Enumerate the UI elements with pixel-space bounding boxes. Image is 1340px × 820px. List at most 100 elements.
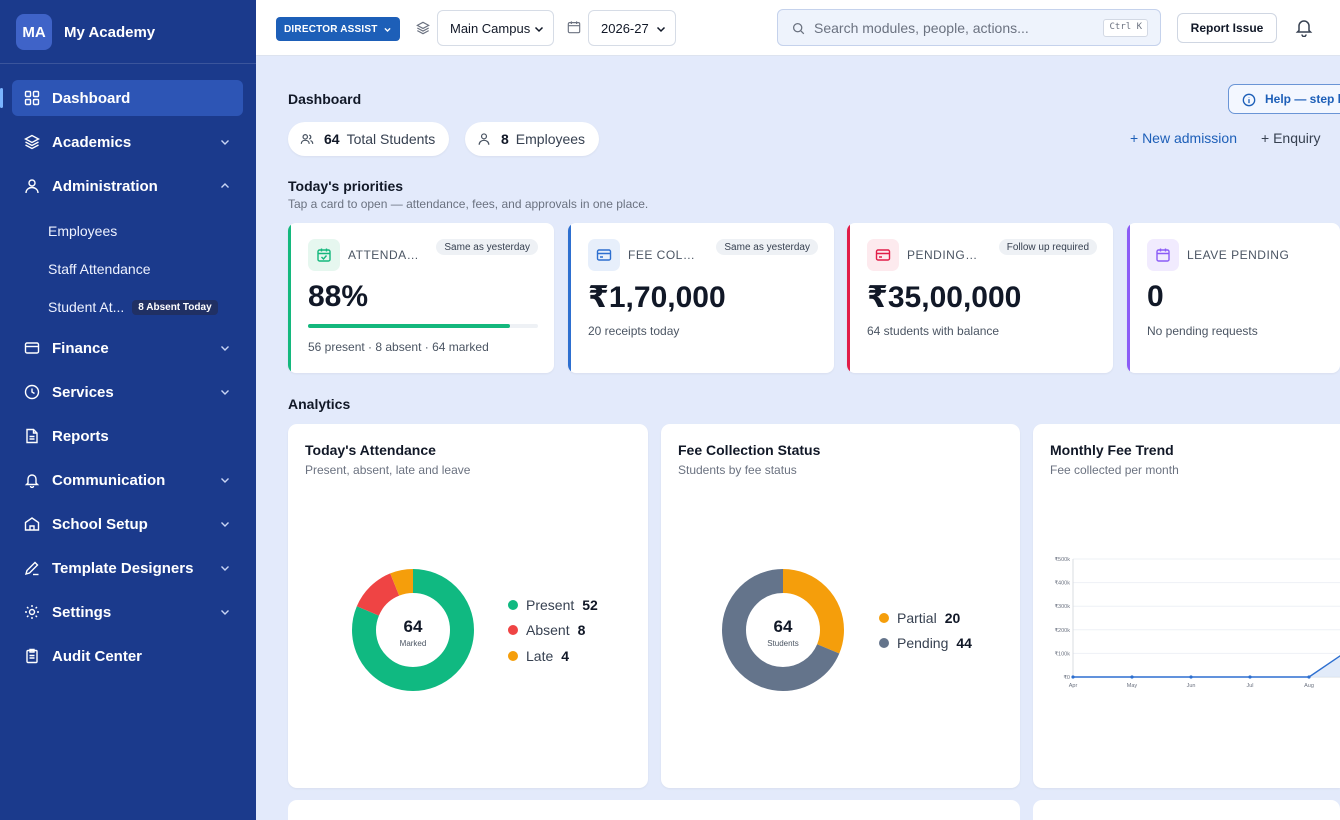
trend-point[interactable] bbox=[1189, 675, 1193, 679]
sidebar-item-settings[interactable]: Settings bbox=[12, 594, 243, 630]
legend-dot bbox=[879, 638, 889, 649]
sidebar-item-dashboard[interactable]: Dashboard bbox=[0, 80, 243, 116]
stat-label: Employees bbox=[515, 131, 586, 147]
layers-icon bbox=[416, 21, 430, 35]
sidebar-item-label: Services bbox=[52, 383, 114, 401]
fee-status-chart-card: Fee Collection Status Students by fee st… bbox=[661, 424, 1020, 788]
y-tick-label: ₹200k bbox=[1055, 627, 1071, 634]
sidebar-item-reports[interactable]: Reports bbox=[12, 418, 243, 454]
bell-icon[interactable] bbox=[1294, 17, 1314, 37]
page-title: Dashboard bbox=[288, 91, 362, 107]
x-tick-label: May bbox=[1127, 683, 1138, 689]
legend-dot bbox=[879, 612, 889, 623]
credit-card-icon bbox=[24, 340, 40, 356]
search-input[interactable]: Search modules, people, actions... Ctrl … bbox=[777, 9, 1161, 46]
legend-dot bbox=[508, 599, 518, 610]
sidebar-subitem-label: Student At... bbox=[48, 299, 125, 315]
help-button[interactable]: Help — step b bbox=[1228, 84, 1340, 114]
legend-item-late[interactable]: Late 4 bbox=[508, 643, 598, 669]
campus-select[interactable]: Main Campus bbox=[437, 10, 554, 46]
legend-label: Present bbox=[526, 596, 575, 613]
school-icon bbox=[24, 516, 40, 532]
sidebar-nav: Dashboard Academics Administration Emplo… bbox=[0, 80, 243, 682]
file-icon bbox=[24, 428, 40, 444]
user-icon bbox=[24, 178, 40, 194]
legend-label: Pending bbox=[897, 635, 949, 652]
sidebar-item-label: Reports bbox=[52, 427, 109, 445]
legend-item-pending[interactable]: Pending 44 bbox=[879, 631, 972, 657]
trend-line bbox=[1073, 655, 1340, 678]
chevron-down-icon bbox=[656, 26, 666, 33]
legend-label: Partial bbox=[897, 609, 937, 626]
sidebar-item-academics[interactable]: Academics bbox=[12, 124, 243, 160]
y-tick-label: ₹100k bbox=[1055, 650, 1071, 657]
legend-value: 20 bbox=[944, 609, 961, 626]
sidebar-item-communication[interactable]: Communication bbox=[12, 462, 243, 498]
sidebar-item-label: Finance bbox=[52, 339, 109, 357]
donut-slice-pending[interactable] bbox=[722, 569, 844, 691]
sidebar-item-finance[interactable]: Finance bbox=[12, 330, 243, 366]
trend-point[interactable] bbox=[1248, 675, 1252, 679]
attendance-kpi-card[interactable]: ATTENDANCE Same as yesterday 88% 56 pres… bbox=[288, 223, 554, 373]
sidebar-subitem-staff-attendance[interactable]: Staff Attendance bbox=[48, 261, 151, 277]
search-icon bbox=[792, 22, 805, 35]
chart-title: Today's Attendance bbox=[305, 442, 436, 458]
y-tick-label: ₹300k bbox=[1055, 603, 1071, 610]
brand-name: My Academy bbox=[64, 23, 156, 41]
legend-label: Absent bbox=[526, 622, 570, 639]
legend-item-partial[interactable]: Partial 20 bbox=[879, 605, 972, 631]
info-icon bbox=[1242, 93, 1256, 107]
trend-point[interactable] bbox=[1130, 675, 1134, 679]
y-tick-label: ₹400k bbox=[1055, 580, 1071, 587]
fee-collection-kpi-card[interactable]: FEE COLLECTION Same as yesterday ₹1,70,0… bbox=[568, 223, 834, 373]
enquiry-link[interactable]: + Enquiry bbox=[1261, 130, 1321, 146]
report-issue-button[interactable]: Report Issue bbox=[1177, 13, 1277, 43]
kpi-footer: No pending requests bbox=[1147, 324, 1258, 338]
legend-item-absent[interactable]: Absent 8 bbox=[508, 618, 598, 644]
x-tick-label: Apr bbox=[1069, 683, 1078, 689]
sidebar-subitem-student-attendance[interactable]: Student At... 8 Absent Today bbox=[12, 288, 243, 326]
leave-pending-kpi-card[interactable]: LEAVE PENDING 0 No pending requests bbox=[1127, 223, 1340, 373]
y-tick-label: ₹0 bbox=[1063, 674, 1070, 681]
attendance-progress bbox=[308, 324, 538, 328]
sidebar-item-label: Communication bbox=[52, 471, 166, 489]
analytics-heading: Analytics bbox=[288, 396, 351, 412]
chevron-down-icon bbox=[221, 346, 229, 351]
sidebar-item-label: School Setup bbox=[52, 515, 148, 533]
sidebar-subitem-employees[interactable]: Employees bbox=[48, 223, 118, 239]
sidebar-divider bbox=[0, 63, 256, 64]
brand[interactable]: MA My Academy bbox=[16, 14, 155, 50]
priorities-subtitle: Tap a card to open — attendance, fees, a… bbox=[288, 197, 649, 211]
sidebar-item-audit-center[interactable]: Audit Center bbox=[12, 638, 243, 674]
trend-point[interactable] bbox=[1071, 675, 1075, 679]
card-accent bbox=[568, 223, 571, 373]
kpi-label: LEAVE PENDING bbox=[1187, 248, 1290, 262]
new-admission-link[interactable]: + New admission bbox=[1130, 130, 1237, 146]
role-switch-button[interactable]: DIRECTOR ASSIST bbox=[276, 17, 400, 41]
card-accent bbox=[288, 223, 291, 373]
legend-item-present[interactable]: Present 52 bbox=[508, 592, 598, 618]
kpi-badge: Follow up required bbox=[998, 239, 1097, 255]
academic-year-select[interactable]: 2026-27 bbox=[588, 10, 676, 46]
main-content: Dashboard Help — step b 64 Total Student… bbox=[256, 56, 1340, 820]
x-tick-label: Jun bbox=[1187, 683, 1196, 689]
total-students-pill[interactable]: 64 Total Students bbox=[288, 122, 450, 156]
campus-value: Main Campus bbox=[450, 20, 531, 36]
chart-title: Monthly Fee Trend bbox=[1050, 442, 1174, 458]
sidebar-item-services[interactable]: Services bbox=[12, 374, 243, 410]
sidebar-item-administration[interactable]: Administration bbox=[12, 168, 243, 204]
pending-fees-kpi-card[interactable]: PENDING FEES Follow up required ₹35,00,0… bbox=[847, 223, 1113, 373]
employees-pill[interactable]: 8 Employees bbox=[465, 122, 600, 156]
sidebar-item-template-designers[interactable]: Template Designers bbox=[12, 550, 243, 586]
donut-center-value: 64 bbox=[404, 617, 423, 636]
progress-fill bbox=[308, 324, 511, 328]
sidebar-item-school-setup[interactable]: School Setup bbox=[12, 506, 243, 542]
donut-slice-late[interactable] bbox=[352, 569, 474, 691]
trend-point[interactable] bbox=[1307, 675, 1311, 679]
chevron-down-icon bbox=[221, 522, 229, 527]
kpi-label: ATTENDANCE bbox=[348, 248, 422, 262]
kpi-value: 88% bbox=[308, 280, 369, 313]
sidebar-item-label: Template Designers bbox=[52, 559, 194, 577]
kpi-badge: Same as yesterday bbox=[716, 239, 818, 255]
credit-card-icon bbox=[867, 239, 899, 271]
